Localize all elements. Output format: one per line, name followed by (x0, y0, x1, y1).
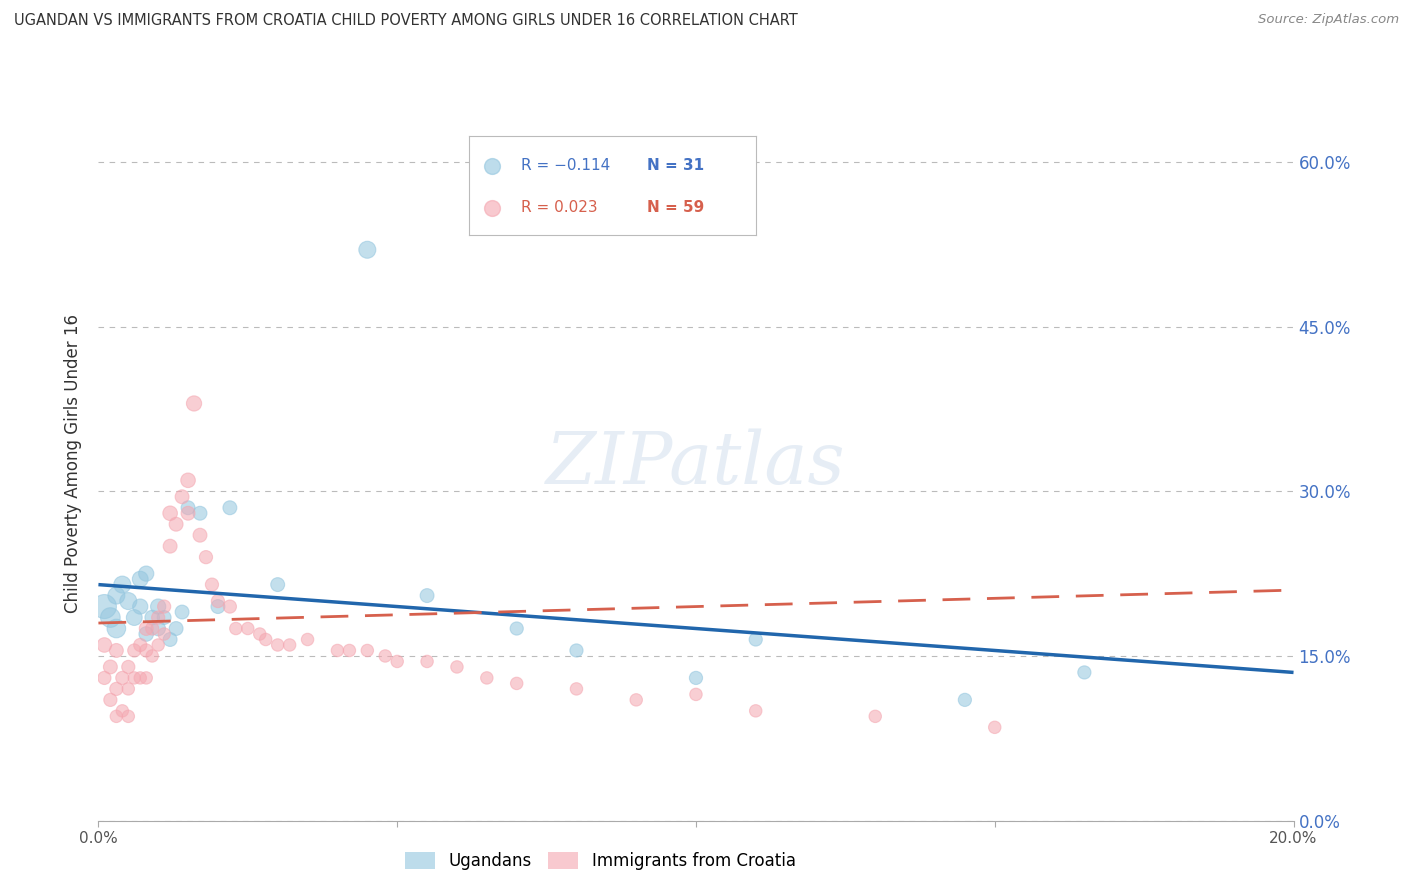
Point (159, 506, 181, 520)
Point (165, 622, 187, 636)
Point (135, 566, 157, 581)
Point (446, 660, 468, 674)
Point (177, 506, 200, 520)
Point (93, 671, 115, 685)
Point (135, 622, 157, 636)
Text: UGANDAN VS IMMIGRANTS FROM CROATIA CHILD POVERTY AMONG GIRLS UNDER 16 CORRELATIO: UGANDAN VS IMMIGRANTS FROM CROATIA CHILD… (14, 13, 797, 29)
Point (105, 709, 128, 723)
Point (865, 709, 887, 723)
Point (626, 693, 648, 707)
Point (148, 622, 170, 636)
Point (385, 655, 409, 669)
Point (374, 648, 396, 663)
Point (124, 610, 146, 624)
Text: N = 59: N = 59 (647, 200, 704, 215)
Point (100, 610, 122, 624)
Point (111, 577, 134, 591)
Point (506, 622, 529, 636)
Point (297, 632, 319, 647)
Point (172, 605, 194, 619)
Point (225, 622, 247, 636)
Point (339, 643, 360, 657)
Point (135, 671, 157, 685)
Point (188, 506, 211, 520)
Point (105, 643, 128, 657)
Point (172, 490, 194, 504)
Point (129, 638, 152, 652)
Point (117, 681, 139, 696)
Point (236, 622, 259, 636)
Point (177, 500, 200, 515)
Point (141, 622, 163, 636)
Point (278, 638, 301, 652)
Point (177, 473, 200, 487)
Point (100, 693, 122, 707)
Point (219, 599, 242, 614)
Point (565, 681, 588, 696)
Point (105, 681, 128, 696)
Point (141, 610, 163, 624)
Point (159, 632, 181, 647)
Point (153, 599, 176, 614)
Point (100, 660, 122, 674)
Point (148, 610, 170, 624)
Point (129, 671, 152, 685)
Point (93, 638, 115, 652)
Point (159, 539, 181, 553)
Point (207, 594, 229, 608)
Text: Source: ZipAtlas.com: Source: ZipAtlas.com (1258, 13, 1399, 27)
Point (135, 627, 157, 641)
Point (124, 671, 146, 685)
Point (745, 632, 768, 647)
Text: R = −0.114: R = −0.114 (520, 158, 610, 173)
Text: ZIPatlas: ZIPatlas (546, 428, 846, 500)
Point (93, 599, 115, 614)
Point (117, 660, 139, 674)
Point (207, 599, 229, 614)
Point (129, 599, 152, 614)
Point (219, 500, 242, 515)
Point (183, 396, 205, 410)
Point (356, 243, 378, 257)
Point (475, 671, 498, 685)
Point (111, 704, 134, 718)
Point (124, 643, 146, 657)
Point (105, 589, 128, 603)
Point (685, 687, 707, 701)
Point (267, 638, 290, 652)
Point (201, 577, 224, 591)
Point (745, 704, 768, 718)
Point (117, 594, 139, 608)
Point (254, 632, 277, 647)
Text: N = 31: N = 31 (647, 158, 704, 173)
Point (105, 622, 128, 636)
Point (148, 638, 170, 652)
Point (1073, 665, 1095, 680)
Point (953, 693, 976, 707)
Point (141, 648, 163, 663)
Point (148, 599, 170, 614)
Text: R = 0.023: R = 0.023 (520, 200, 598, 215)
Point (153, 610, 176, 624)
Point (267, 577, 290, 591)
Legend: Ugandans, Immigrants from Croatia: Ugandans, Immigrants from Croatia (398, 845, 803, 877)
Point (984, 720, 1007, 734)
Point (416, 655, 439, 669)
Point (685, 671, 707, 685)
Point (506, 676, 529, 690)
Point (165, 517, 187, 532)
Point (135, 643, 157, 657)
Point (356, 643, 378, 657)
Y-axis label: Child Poverty Among Girls Under 16: Child Poverty Among Girls Under 16 (65, 314, 83, 614)
Point (117, 709, 139, 723)
Point (153, 627, 176, 641)
Point (565, 643, 588, 657)
Point (195, 550, 218, 565)
Point (129, 572, 152, 586)
Point (188, 528, 211, 542)
Point (326, 643, 349, 657)
Point (111, 671, 134, 685)
Point (249, 627, 271, 641)
Point (416, 589, 439, 603)
